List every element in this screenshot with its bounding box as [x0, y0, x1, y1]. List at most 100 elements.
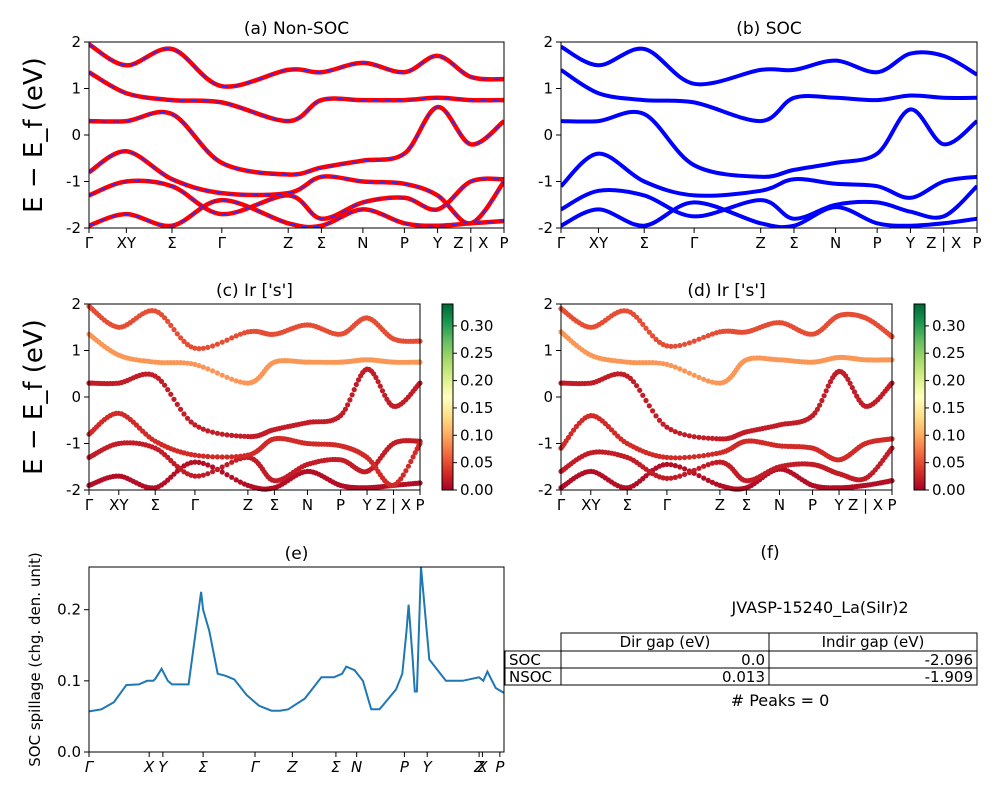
band-point	[664, 343, 670, 349]
x-tick-label: P	[808, 496, 817, 514]
y-tick-label: -1	[538, 173, 553, 191]
axes-frame	[560, 41, 978, 229]
band-point	[233, 433, 239, 439]
band-point	[677, 473, 683, 479]
band-point	[224, 462, 230, 468]
band-point	[224, 374, 230, 380]
band-point	[701, 453, 707, 459]
colorbar-tick-label: 0.10	[932, 426, 965, 444]
band-line-4	[561, 68, 977, 124]
x-tick-label: X	[476, 758, 488, 776]
x-tick-label: Z | X	[376, 496, 411, 514]
plot-area	[561, 44, 977, 228]
band-point	[696, 434, 702, 440]
band-point	[677, 366, 683, 372]
band-point	[174, 401, 180, 407]
x-tick-label: Γ	[191, 496, 200, 514]
band-point	[210, 368, 216, 374]
x-tick-label: Σ	[167, 234, 176, 252]
colorbar-tick-label: 0.00	[460, 481, 493, 499]
band-point	[823, 388, 829, 394]
band-point	[660, 462, 666, 468]
x-tick-label: Σ	[789, 234, 798, 252]
band-point	[677, 342, 683, 349]
panel-a-nonsoc-bands: (a) Non-SOC -2 -1 0 1 2 Γ XY Σ Γ Z Σ N P Y Z | X P	[66, 19, 508, 252]
band-point	[233, 457, 239, 463]
x-tick-label: Γ	[85, 496, 94, 514]
y-tick-label: 1	[543, 342, 553, 360]
band-point	[705, 477, 711, 483]
table-row-soc-indir: -2.096	[925, 651, 973, 669]
y-tick-label: -2	[538, 219, 553, 237]
band-point	[192, 473, 198, 479]
band-point	[205, 471, 211, 477]
band-point	[200, 345, 206, 351]
band-point	[408, 458, 414, 465]
band-point	[827, 379, 834, 385]
panel-title: (a) Non-SOC	[244, 19, 349, 39]
band-point	[634, 314, 640, 320]
colorbar-tick-label: 0.30	[460, 317, 493, 335]
x-tick-label: Σ	[150, 496, 159, 514]
band-point	[705, 462, 711, 468]
band-point	[355, 377, 362, 383]
x-tick-label: Γ	[218, 234, 227, 252]
x-tick-label: Σ	[317, 234, 326, 252]
band-point	[192, 422, 198, 428]
band-dash-3	[89, 106, 504, 176]
band-dash-5	[89, 43, 504, 88]
y-tick-label: 0	[543, 126, 553, 144]
band-point	[691, 372, 697, 378]
plot-area	[86, 303, 423, 492]
panel-title: (b) SOC	[736, 19, 802, 39]
x-tick-label: Z | X	[453, 234, 488, 252]
band-point	[627, 375, 634, 381]
band-point	[709, 331, 716, 337]
band-point	[342, 406, 348, 412]
x-tick-label: P	[415, 496, 424, 514]
band-point	[377, 383, 383, 389]
band-point	[668, 343, 674, 349]
x-tick-label: XY	[109, 496, 129, 514]
band-point	[682, 454, 688, 461]
band-point	[637, 318, 643, 324]
band-point	[668, 455, 674, 461]
band-point	[219, 469, 225, 475]
band-point	[677, 430, 683, 436]
band-point	[224, 432, 230, 438]
band-point	[640, 321, 646, 327]
band-point	[237, 453, 243, 459]
x-tick-label: Σ	[331, 758, 341, 776]
band-point	[237, 379, 243, 385]
x-tick-label: XY	[589, 234, 609, 252]
band-point	[608, 427, 615, 433]
x-tick-label: Y	[361, 496, 372, 514]
band-point	[214, 430, 220, 436]
x-tick-label: P	[873, 234, 882, 252]
band-point	[701, 463, 707, 469]
band-point	[349, 392, 355, 398]
band-point	[219, 339, 225, 345]
y-tick-label: 2	[543, 33, 553, 51]
band-point	[237, 331, 243, 337]
panel-b-soc-bands: (b) SOC -2 -1 0 1 2 Γ XY Σ Γ Z Σ N P Y Z | X P	[538, 19, 981, 252]
band-point	[709, 435, 716, 441]
band-point	[174, 331, 180, 337]
band-point	[696, 453, 702, 459]
x-tick-label: Γ	[85, 234, 94, 252]
band-point	[696, 374, 702, 380]
band-point	[200, 426, 206, 432]
x-tick-label: N	[357, 234, 368, 252]
band-point	[701, 475, 707, 481]
colorbar-tick-label: 0.15	[932, 399, 965, 417]
band-point	[200, 472, 206, 478]
x-tick-label: XY	[117, 234, 137, 252]
band-point	[605, 424, 612, 430]
band-point	[650, 333, 656, 339]
y-tick-label: 0	[71, 126, 81, 144]
band-point	[181, 338, 187, 344]
band-point	[814, 406, 821, 412]
colorbar-tick-label: 0.25	[932, 344, 965, 362]
band-point	[650, 408, 656, 414]
